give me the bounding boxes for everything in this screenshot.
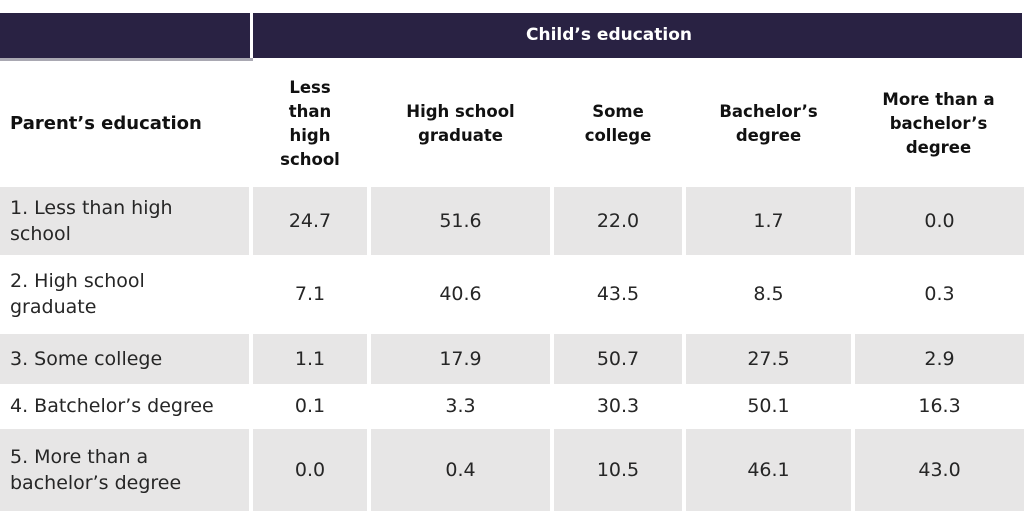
row-group-header: Parent’s education <box>10 113 202 135</box>
data-cell: 0.3 <box>853 256 1024 334</box>
data-cell: 24.7 <box>251 187 371 258</box>
data-cell: 51.6 <box>369 187 554 258</box>
data-cell: 3.3 <box>369 385 554 429</box>
column-header-row: Parent’s education Less than high school… <box>0 59 1024 187</box>
data-cell: 50.1 <box>684 385 855 429</box>
data-cell: 27.5 <box>684 332 855 387</box>
table-row: 2. High school graduate 7.1 40.6 43.5 8.… <box>0 256 1024 334</box>
column-header-bachelors-degree: Bachelor’s degree <box>719 101 818 145</box>
row-label: 5. More than a bachelor’s degree <box>0 427 253 511</box>
column-header-some-college: Some college <box>584 101 652 145</box>
data-cell: 0.0 <box>853 187 1024 258</box>
data-cell: 10.5 <box>552 427 686 511</box>
column-group-header: Child’s education <box>251 13 1024 61</box>
column-header-less-than-high-school: Less than high school <box>280 77 340 169</box>
table-row: 5. More than a bachelor’s degree 0.0 0.4… <box>0 427 1024 511</box>
data-cell: 30.3 <box>552 385 686 429</box>
data-cell: 43.0 <box>853 427 1024 511</box>
data-cell: 43.5 <box>552 256 686 334</box>
data-cell: 2.9 <box>853 332 1024 387</box>
data-cell: 0.0 <box>251 427 371 511</box>
data-cell: 7.1 <box>251 256 371 334</box>
data-cell: 8.5 <box>684 256 855 334</box>
data-cell: 50.7 <box>552 332 686 387</box>
data-cell: 16.3 <box>853 385 1024 429</box>
row-label: 3. Some college <box>0 332 253 387</box>
table-row: 3. Some college 1.1 17.9 50.7 27.5 2.9 <box>0 332 1024 387</box>
corner-cell <box>0 13 253 61</box>
row-label: 1. Less than high school <box>0 187 253 258</box>
data-cell: 46.1 <box>684 427 855 511</box>
table-row: 4. Batchelor’s degree 0.1 3.3 30.3 50.1 … <box>0 385 1024 429</box>
data-cell: 40.6 <box>369 256 554 334</box>
education-mobility-table: Child’s education Parent’s education Les… <box>0 13 1024 511</box>
data-cell: 1.1 <box>251 332 371 387</box>
data-cell: 1.7 <box>684 187 855 258</box>
data-cell: 17.9 <box>369 332 554 387</box>
spanner-band-row: Child’s education <box>0 13 1024 61</box>
row-label: 4. Batchelor’s degree <box>0 385 253 429</box>
column-header-high-school-graduate: High school graduate <box>406 101 515 145</box>
column-header-more-than-bachelors: More than a bachelor’s degree <box>882 89 995 157</box>
table-row: 1. Less than high school 24.7 51.6 22.0 … <box>0 187 1024 258</box>
data-cell: 0.1 <box>251 385 371 429</box>
data-cell: 22.0 <box>552 187 686 258</box>
row-label: 2. High school graduate <box>0 256 253 334</box>
data-cell: 0.4 <box>369 427 554 511</box>
